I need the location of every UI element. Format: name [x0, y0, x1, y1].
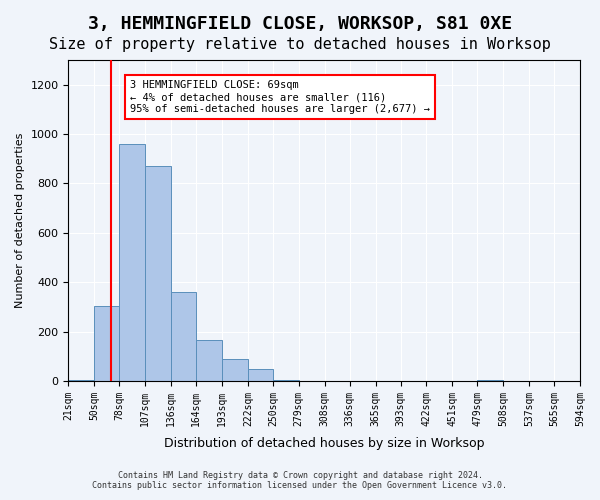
- Bar: [196, 340, 222, 381]
- Bar: [222, 358, 248, 381]
- Text: 3 HEMMINGFIELD CLOSE: 69sqm
← 4% of detached houses are smaller (116)
95% of sem: 3 HEMMINGFIELD CLOSE: 69sqm ← 4% of deta…: [130, 80, 430, 114]
- Text: 3, HEMMINGFIELD CLOSE, WORKSOP, S81 0XE: 3, HEMMINGFIELD CLOSE, WORKSOP, S81 0XE: [88, 15, 512, 33]
- Bar: [248, 368, 273, 381]
- Y-axis label: Number of detached properties: Number of detached properties: [15, 133, 25, 308]
- Bar: [119, 144, 145, 381]
- Text: Size of property relative to detached houses in Worksop: Size of property relative to detached ho…: [49, 38, 551, 52]
- Bar: [273, 380, 299, 381]
- Bar: [171, 292, 196, 381]
- Bar: [478, 380, 503, 381]
- Bar: [68, 380, 94, 381]
- Bar: [94, 306, 119, 381]
- Text: Contains HM Land Registry data © Crown copyright and database right 2024.
Contai: Contains HM Land Registry data © Crown c…: [92, 470, 508, 490]
- Bar: [145, 166, 171, 381]
- X-axis label: Distribution of detached houses by size in Worksop: Distribution of detached houses by size …: [164, 437, 484, 450]
